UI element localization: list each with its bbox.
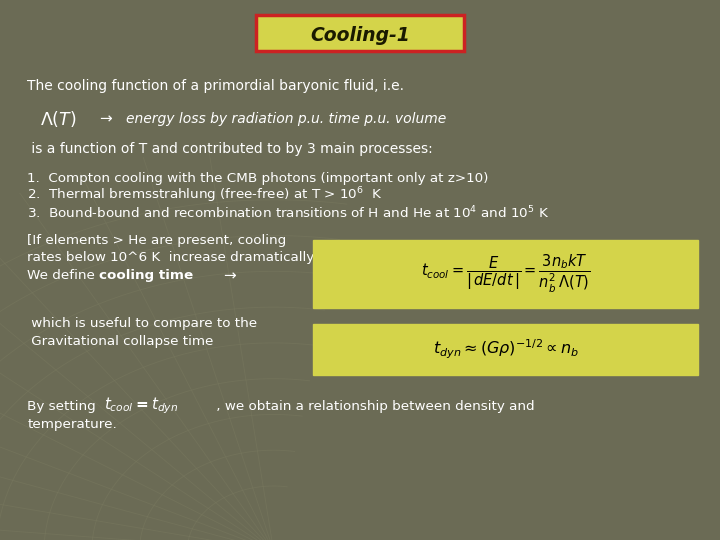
Text: 1.  Compton cooling with the CMB photons (important only at z>10): 1. Compton cooling with the CMB photons … — [27, 172, 489, 185]
Text: $\rightarrow$: $\rightarrow$ — [97, 111, 123, 126]
Text: is a function of T and contributed to by 3 main processes:: is a function of T and contributed to by… — [27, 141, 433, 156]
Text: 2.  Thermal bremsstrahlung (free-free) at T > 10$^6$  K: 2. Thermal bremsstrahlung (free-free) at… — [27, 186, 383, 205]
Text: 3.  Bound-bound and recombination transitions of H and He at 10$^4$ and 10$^5$ K: 3. Bound-bound and recombination transit… — [27, 205, 550, 221]
Text: Gravitational collapse time: Gravitational collapse time — [27, 335, 214, 348]
Text: $\rightarrow$: $\rightarrow$ — [196, 268, 237, 283]
Text: Cooling-1: Cooling-1 — [310, 25, 410, 45]
Text: $t_{dyn} \approx (G\rho)^{-1/2} \propto n_b$: $t_{dyn} \approx (G\rho)^{-1/2} \propto … — [433, 338, 579, 361]
FancyBboxPatch shape — [256, 15, 464, 51]
Text: which is useful to compare to the: which is useful to compare to the — [27, 318, 258, 330]
Text: [If elements > He are present, cooling: [If elements > He are present, cooling — [27, 234, 287, 247]
Text: , we obtain a relationship between density and: , we obtain a relationship between densi… — [212, 400, 535, 413]
Text: $\boldsymbol{t_{cool} = t_{dyn}}$: $\boldsymbol{t_{cool} = t_{dyn}}$ — [104, 396, 179, 416]
FancyBboxPatch shape — [313, 240, 698, 308]
FancyBboxPatch shape — [313, 324, 698, 375]
Text: energy loss by radiation p.u. time p.u. volume: energy loss by radiation p.u. time p.u. … — [126, 112, 446, 126]
Text: $\mathit{\Lambda(T)}$: $\mathit{\Lambda(T)}$ — [40, 109, 76, 129]
Text: cooling time: cooling time — [99, 269, 194, 282]
Text: $t_{cool} = \dfrac{E}{|\,dE/dt\,|} = \dfrac{3n_b kT}{n_b^2\,\Lambda(T)}$: $t_{cool} = \dfrac{E}{|\,dE/dt\,|} = \df… — [421, 253, 590, 295]
Text: We define: We define — [27, 269, 99, 282]
Text: rates below 10^6 K  increase dramatically.: rates below 10^6 K increase dramatically… — [27, 251, 317, 264]
Text: temperature.: temperature. — [27, 418, 117, 431]
Text: The cooling function of a primordial baryonic fluid, i.e.: The cooling function of a primordial bar… — [27, 79, 405, 93]
Text: By setting: By setting — [27, 400, 100, 413]
